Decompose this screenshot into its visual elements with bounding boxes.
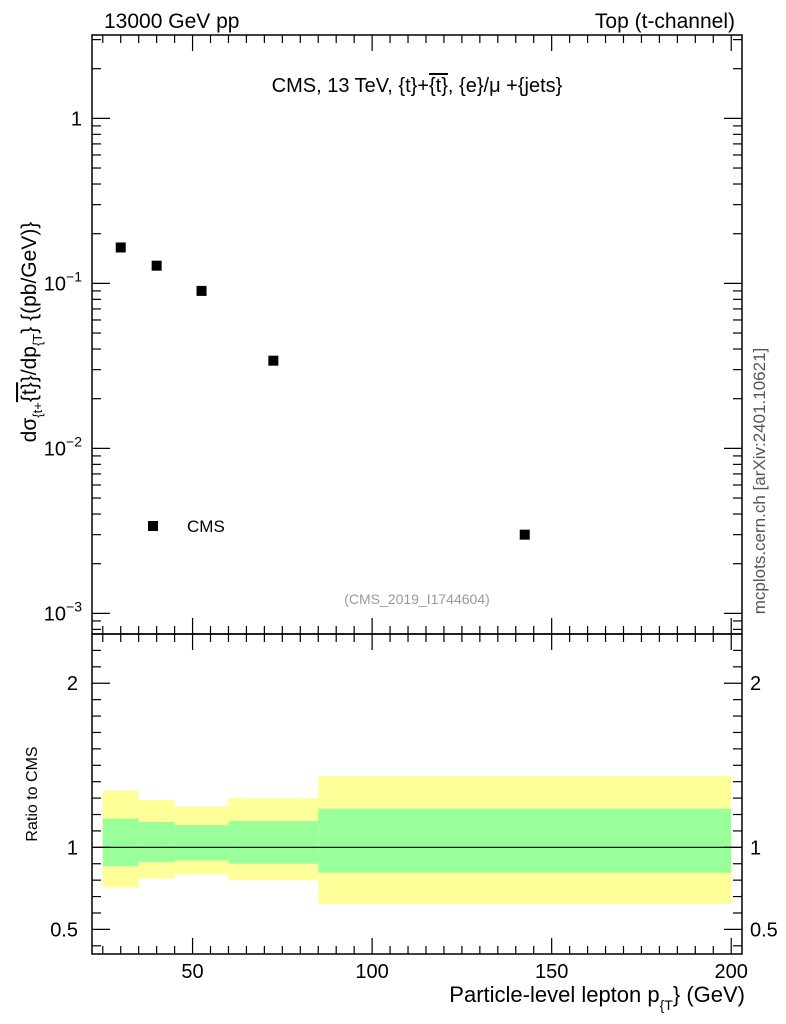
ratio-inner-band-2 <box>174 825 229 861</box>
ratio-inner-band-4 <box>318 808 732 873</box>
ratio-inner-band-1 <box>138 821 175 863</box>
ratio-inner-band-3 <box>228 821 319 864</box>
y-tick-label-base: 10 <box>44 603 66 625</box>
ratio-y-tick-label-left-1: 1 <box>67 837 78 859</box>
plot-title: CMS, 13 TeV, {t}+{t}, {e}/μ +{jets} <box>272 75 563 97</box>
x-tick-label-50: 50 <box>181 961 203 983</box>
xlabel-main: Particle-level lepton p <box>449 982 659 1007</box>
y-tick-label-base: 1 <box>71 108 82 130</box>
header-energy-label: 13000 GeV pp <box>104 10 239 33</box>
main-plot-frame <box>91 34 743 635</box>
ratio-y-tick-label-left-2: 2 <box>67 673 78 695</box>
title-post: , {e}/μ +{jets} <box>448 75 563 97</box>
main-y-axis-label: dσ{t+{t}}/dp{T} {(pb/GeV)} <box>18 222 45 443</box>
title-pre: CMS, 13 TeV, {t}+ <box>272 75 429 97</box>
data-point-2 <box>196 285 207 296</box>
y-tick-label-exponent: −1 <box>66 268 82 284</box>
ylabel-mid: }/dp <box>18 346 41 382</box>
ratio-y-tick-label-left-0.5: 0.5 <box>50 919 78 941</box>
ylabel-sub2: {T <box>30 334 45 346</box>
data-point-1 <box>151 260 162 271</box>
legend-marker <box>148 521 158 531</box>
ylabel-tail: } {(pb/GeV)} <box>18 222 41 334</box>
watermark: mcplots.cern.ch [arXiv:2401.10621] <box>750 348 769 614</box>
x-tick-label-200: 200 <box>715 961 748 983</box>
data-markers <box>115 242 530 540</box>
header-process-label: Top (t-channel) <box>595 10 735 33</box>
data-point-0 <box>115 242 126 253</box>
y-tick-label-1: 10−1 <box>44 268 82 295</box>
x-tick-label-100: 100 <box>355 961 388 983</box>
legend-label: CMS <box>187 517 225 536</box>
y-tick-label-base: 10 <box>44 438 66 460</box>
analysis-annotation: (CMS_2019_I1744604) <box>344 591 490 607</box>
y-tick-label-exponent: −2 <box>66 433 82 449</box>
ratio-y-tick-label-right-2: 2 <box>750 673 761 695</box>
ratio-plot-frame <box>91 633 743 955</box>
data-point-4 <box>519 529 530 540</box>
xlabel-sub: {T <box>660 997 674 1013</box>
xlabel-tail: } (GeV) <box>673 982 745 1007</box>
y-tick-label-base: 10 <box>44 273 66 295</box>
y-tick-label-2: 10−2 <box>44 433 82 460</box>
x-tick-label-150: 150 <box>535 961 568 983</box>
title-bar: {t} <box>429 75 448 97</box>
data-point-3 <box>268 355 279 366</box>
x-axis-label: Particle-level lepton p{T} (GeV) <box>449 982 745 1013</box>
y-tick-label-exponent: −3 <box>66 598 82 614</box>
ylabel-main: dσ <box>18 418 41 443</box>
ratio-inner-band-0 <box>102 818 139 867</box>
ratio-y-axis-label: Ratio to CMS <box>24 746 41 841</box>
ylabel-sub1: {t+ <box>30 402 45 418</box>
axis-ticks <box>92 35 742 954</box>
ratio-bands <box>102 775 732 904</box>
ratio-y-tick-label-right-1: 1 <box>750 837 761 859</box>
y-tick-label-0: 1 <box>71 108 82 130</box>
ratio-y-tick-label-right-0.5: 0.5 <box>750 919 778 941</box>
ylabel-bar: {t} <box>18 382 41 402</box>
y-tick-label-3: 10−3 <box>44 598 82 625</box>
